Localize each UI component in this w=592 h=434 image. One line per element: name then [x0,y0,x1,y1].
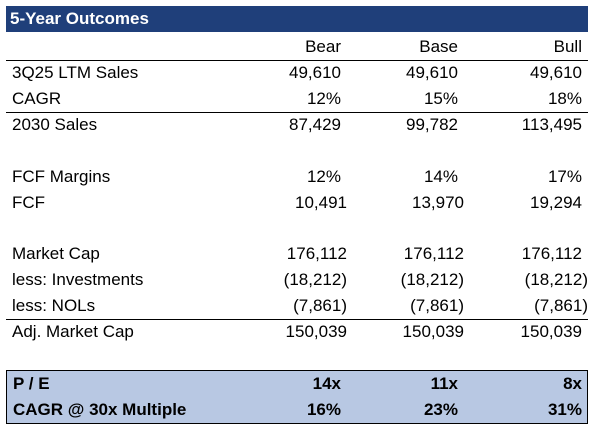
cell-base: 176,112 [403,244,464,263]
cell-bull: 18% [547,89,582,108]
cell-bear: 10,491 [295,193,347,212]
summary-row-pe: P / E 14x 11x 8x [7,371,587,397]
summary-box: P / E 14x 11x 8x CAGR @ 30x Multiple 16%… [6,370,588,424]
cell-bull: 19,294 [530,193,582,212]
cell-bull: 17% [547,167,582,186]
cell-bear: 150,039 [285,322,347,341]
cell-bull: 31% [547,400,582,419]
table-row-adj-market-cap: Adj. Market Cap 150,039 150,039 150,039 [6,319,588,345]
adj-market-cap-divider [6,319,588,320]
cell-base: 150,039 [402,322,464,341]
cell-bear: (18,212) [283,270,347,289]
cell-base: 11x [430,374,458,393]
cell-bull: 49,610 [530,63,582,82]
cell-base: 23% [423,400,458,419]
table-row-investments: less: Investments (18,212) (18,212) (18,… [6,267,588,293]
table-row-fcf-margins: FCF Margins 12% 14% 17% [6,164,588,190]
column-header-base: Base [419,37,458,56]
sales-divider [6,112,588,113]
header-divider [6,60,588,61]
row-label: less: NOLs [12,296,96,315]
table-row-2030-sales: 2030 Sales 87,429 99,782 113,495 [6,112,588,138]
table-row-ltm-sales: 3Q25 LTM Sales 49,610 49,610 49,610 [6,60,588,86]
row-label: Adj. Market Cap [12,322,134,341]
cell-bull: (18,212) [524,270,588,289]
summary-row-cagr-multiple: CAGR @ 30x Multiple 16% 23% 31% [7,397,587,423]
row-label: CAGR [12,89,62,108]
table-row-nols: less: NOLs (7,861) (7,861) (7,861) [6,293,588,319]
cell-base: (7,861) [410,296,464,315]
table-row-market-cap: Market Cap 176,112 176,112 176,112 [6,241,588,267]
cell-bull: 8x [563,374,582,393]
column-header-bear: Bear [305,37,341,56]
table-title: 5-Year Outcomes [6,6,588,32]
row-label: FCF [12,193,46,212]
cell-bear: (7,861) [293,296,347,315]
cell-base: 49,610 [406,63,458,82]
cell-base: 14% [423,167,458,186]
cell-base: 13,970 [412,193,464,212]
cell-bear: 87,429 [289,115,341,134]
cell-bear: 12% [306,89,341,108]
cell-bear: 14x [312,374,341,393]
cell-bear: 16% [306,400,341,419]
cell-base: 15% [423,89,458,108]
column-header-bull: Bull [553,37,582,56]
cell-base: (18,212) [400,270,464,289]
table-row-cagr: CAGR 12% 15% 18% [6,86,588,112]
row-label: FCF Margins [12,167,111,186]
cell-base: 99,782 [406,115,458,134]
cell-bull: (7,861) [534,296,588,315]
row-label: CAGR @ 30x Multiple [13,400,187,419]
cell-bull: 176,112 [521,244,582,263]
row-label: Market Cap [12,244,100,263]
table-row-fcf: FCF 10,491 13,970 19,294 [6,190,588,216]
row-label: less: Investments [12,270,144,289]
cell-bull: 113,495 [521,115,582,134]
row-label: 2030 Sales [12,115,98,134]
column-header-row: Bear Base Bull [6,34,588,60]
cell-bear: 12% [306,167,341,186]
row-label: 3Q25 LTM Sales [12,63,139,82]
row-label: P / E [13,374,50,393]
cell-bear: 176,112 [286,244,347,263]
cell-bull: 150,039 [520,322,582,341]
cell-bear: 49,610 [289,63,341,82]
